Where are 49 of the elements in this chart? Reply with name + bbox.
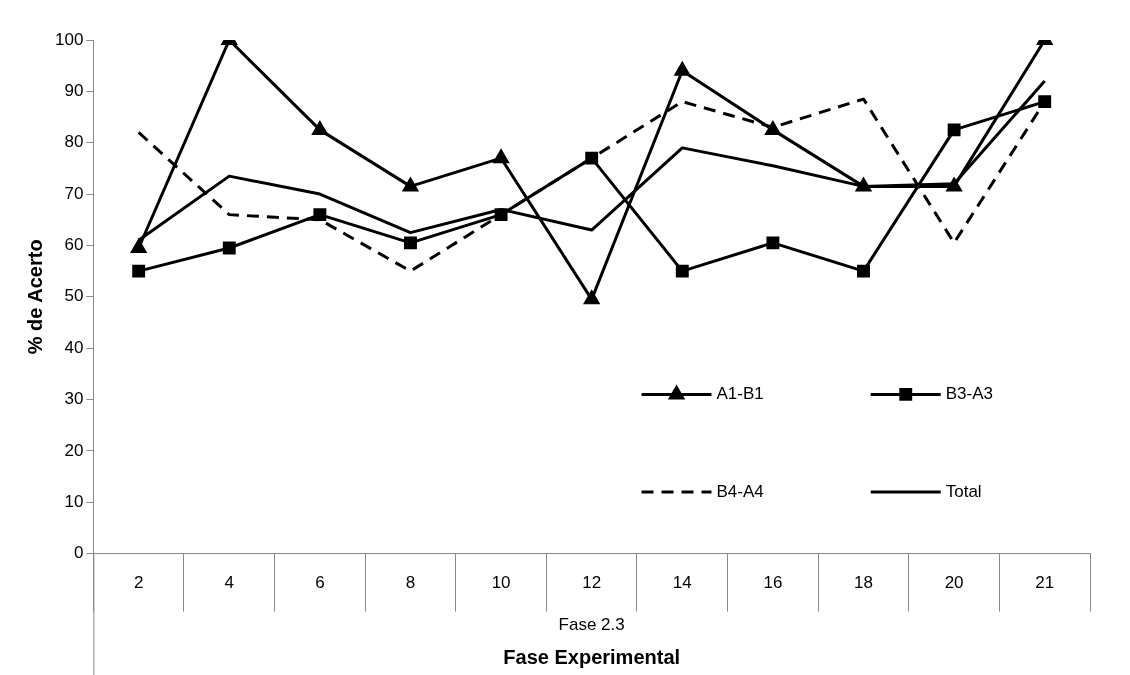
x-tick-label: 16: [763, 573, 783, 593]
point: [674, 62, 690, 76]
point: [947, 123, 961, 137]
point: [855, 177, 872, 192]
y-tick-label: 20: [64, 440, 84, 460]
legend-label: B4-A4: [716, 481, 764, 501]
x-tick-label: 10: [491, 573, 511, 593]
legend-label: Total: [945, 481, 982, 501]
x-tick-label: 12: [582, 573, 602, 593]
x-tick-label: 4: [224, 573, 234, 593]
x-tick-label: 2: [133, 573, 144, 593]
y-tick-label: 50: [64, 286, 84, 306]
x-tick-label: 18: [854, 573, 873, 593]
point: [946, 177, 962, 192]
point: [222, 241, 236, 255]
point: [585, 151, 599, 165]
point: [857, 264, 870, 278]
y-tick-label: 10: [64, 491, 84, 511]
point: [313, 208, 327, 222]
point: [1038, 95, 1052, 109]
legend-label: B3-A3: [945, 384, 993, 404]
text: Fase 2.3: [558, 615, 625, 635]
legend-label: A1-B1: [716, 384, 764, 404]
x-tick-label: 21: [1035, 573, 1055, 593]
point: [131, 239, 147, 254]
y-tick-label: 30: [64, 389, 84, 409]
y-tick-label: 70: [64, 183, 84, 203]
y-axis-title: % de Acerto: [23, 239, 46, 355]
x-tick-label: 14: [672, 573, 692, 593]
x-axis-title: Fase Experimental: [503, 645, 681, 668]
point: [132, 264, 146, 278]
point: [494, 208, 508, 222]
point: [493, 149, 509, 164]
y-tick-label: 100: [54, 29, 84, 49]
point: [765, 121, 781, 135]
y-tick-label: 80: [64, 132, 84, 152]
x-tick-label: 8: [405, 573, 416, 593]
y-tick-label: 60: [64, 235, 84, 255]
point: [402, 177, 419, 192]
point: [312, 121, 328, 135]
x-tick-label: 6: [315, 573, 325, 593]
point: [584, 290, 600, 305]
point: [404, 236, 417, 250]
y-tick-label: 0: [73, 543, 84, 563]
y-tick-label: 90: [64, 81, 84, 101]
x-tick-label: 20: [944, 573, 964, 593]
y-tick-label: 40: [64, 337, 84, 357]
point: [675, 264, 689, 278]
point: [766, 236, 780, 250]
